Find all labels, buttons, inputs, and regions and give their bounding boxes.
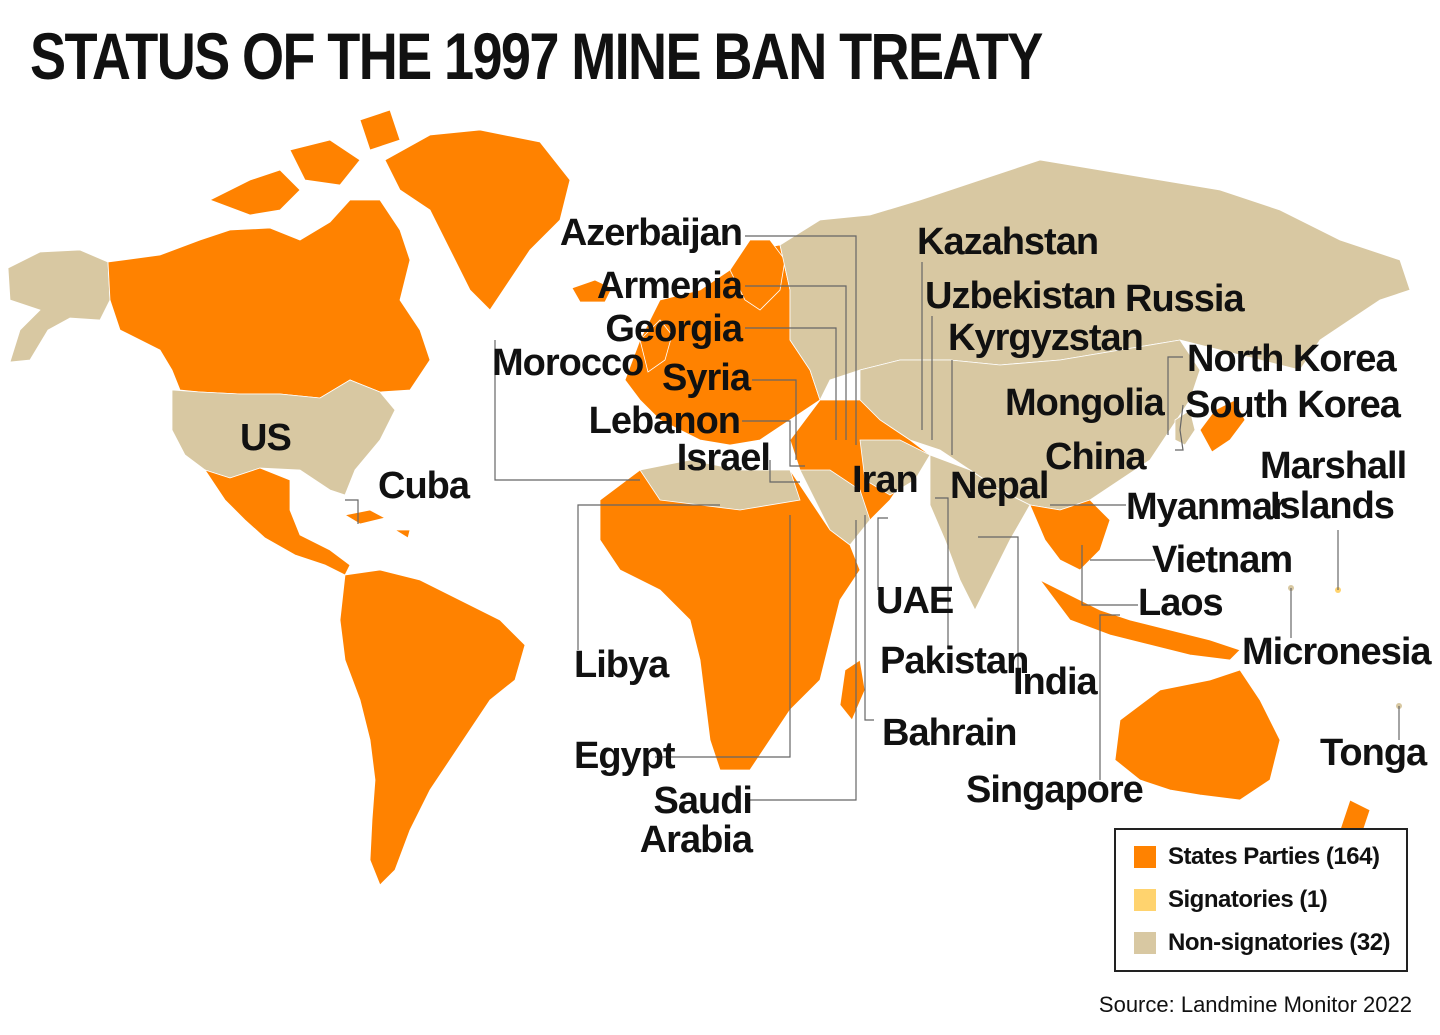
label-morocco: Morocco bbox=[492, 342, 643, 384]
label-north-korea: North Korea bbox=[1187, 338, 1397, 380]
label-south-korea: South Korea bbox=[1185, 384, 1402, 426]
label-libya: Libya bbox=[574, 644, 670, 686]
label-egypt: Egypt bbox=[574, 735, 676, 777]
map-title: STATUS OF THE 1997 MINE BAN TREATY bbox=[30, 19, 1043, 93]
label-lebanon: Lebanon bbox=[589, 400, 740, 442]
label-laos: Laos bbox=[1138, 582, 1223, 624]
legend: States Parties (164) Signatories (1) Non… bbox=[1114, 828, 1408, 972]
label-iran: Iran bbox=[852, 459, 918, 501]
north-africa-region bbox=[639, 459, 801, 511]
label-saudi-arabia-line2: Arabia bbox=[640, 819, 754, 861]
label-vietnam: Vietnam bbox=[1152, 539, 1292, 581]
arctic-islands bbox=[209, 109, 401, 216]
south-america-region bbox=[339, 569, 526, 886]
label-us: US bbox=[240, 417, 291, 459]
caribbean-region bbox=[343, 509, 411, 539]
country-labels: Azerbaijan Armenia Georgia Syria Lebanon… bbox=[240, 212, 1433, 861]
label-saudi-arabia-line1: Saudi bbox=[654, 780, 752, 822]
madagascar-region bbox=[839, 659, 866, 721]
iran-region bbox=[859, 439, 931, 496]
india-region bbox=[929, 454, 1031, 611]
label-georgia: Georgia bbox=[605, 308, 743, 350]
mexico-region bbox=[204, 467, 351, 576]
label-india: India bbox=[1013, 661, 1099, 703]
legend-label: Non-signatories (32) bbox=[1168, 929, 1391, 956]
label-mongolia: Mongolia bbox=[1005, 382, 1166, 424]
label-kazakhstan: Kazahstan bbox=[917, 221, 1098, 263]
label-bahrain: Bahrain bbox=[882, 712, 1016, 754]
label-armenia: Armenia bbox=[597, 265, 744, 307]
label-uzbekistan: Uzbekistan bbox=[925, 275, 1116, 317]
legend-item-states-parties: States Parties (164) bbox=[1134, 842, 1380, 872]
canada-region bbox=[107, 199, 431, 399]
label-israel: Israel bbox=[677, 437, 770, 479]
source-note: Source: Landmine Monitor 2022 bbox=[1098, 992, 1412, 1017]
label-myanmar: Myanmar bbox=[1126, 486, 1287, 528]
indonesia-region bbox=[1039, 579, 1241, 661]
label-micronesia: Micronesia bbox=[1242, 631, 1432, 673]
legend-item-signatories: Signatories (1) bbox=[1134, 885, 1328, 915]
legend-label: States Parties (164) bbox=[1168, 843, 1380, 870]
label-pakistan: Pakistan bbox=[880, 640, 1028, 682]
legend-swatch bbox=[1134, 889, 1156, 911]
legend-item-non-signatories: Non-signatories (32) bbox=[1134, 928, 1391, 958]
russia-region bbox=[779, 159, 1411, 402]
legend-swatch bbox=[1134, 846, 1156, 868]
arabia-region bbox=[799, 469, 871, 546]
label-cuba: Cuba bbox=[378, 465, 471, 507]
label-kyrgyzstan: Kyrgyzstan bbox=[948, 317, 1143, 359]
alaska-region bbox=[7, 249, 111, 363]
label-singapore: Singapore bbox=[966, 769, 1143, 811]
scandinavia-region bbox=[729, 239, 786, 311]
central-asia-region bbox=[859, 339, 1201, 511]
british-isles bbox=[639, 319, 673, 373]
legend-swatch bbox=[1134, 932, 1156, 954]
label-russia: Russia bbox=[1125, 278, 1245, 320]
greenland-region bbox=[384, 129, 571, 311]
southeast-asia-region bbox=[1029, 499, 1111, 571]
label-syria: Syria bbox=[662, 357, 752, 399]
label-marshall-islands-line2: Islands bbox=[1270, 485, 1394, 527]
australia-region bbox=[1114, 669, 1281, 801]
iceland-region bbox=[571, 279, 613, 303]
legend-label: Signatories (1) bbox=[1168, 886, 1328, 913]
japan-region bbox=[1199, 399, 1246, 453]
label-marshall-islands-line1: Marshall bbox=[1260, 445, 1406, 487]
label-uae: UAE bbox=[876, 580, 953, 622]
label-azerbaijan: Azerbaijan bbox=[560, 212, 742, 254]
label-tonga: Tonga bbox=[1320, 732, 1428, 774]
label-nepal: Nepal bbox=[950, 465, 1048, 507]
leader-lines bbox=[345, 235, 1400, 801]
label-china: China bbox=[1045, 436, 1147, 478]
korea-region bbox=[1174, 409, 1196, 446]
